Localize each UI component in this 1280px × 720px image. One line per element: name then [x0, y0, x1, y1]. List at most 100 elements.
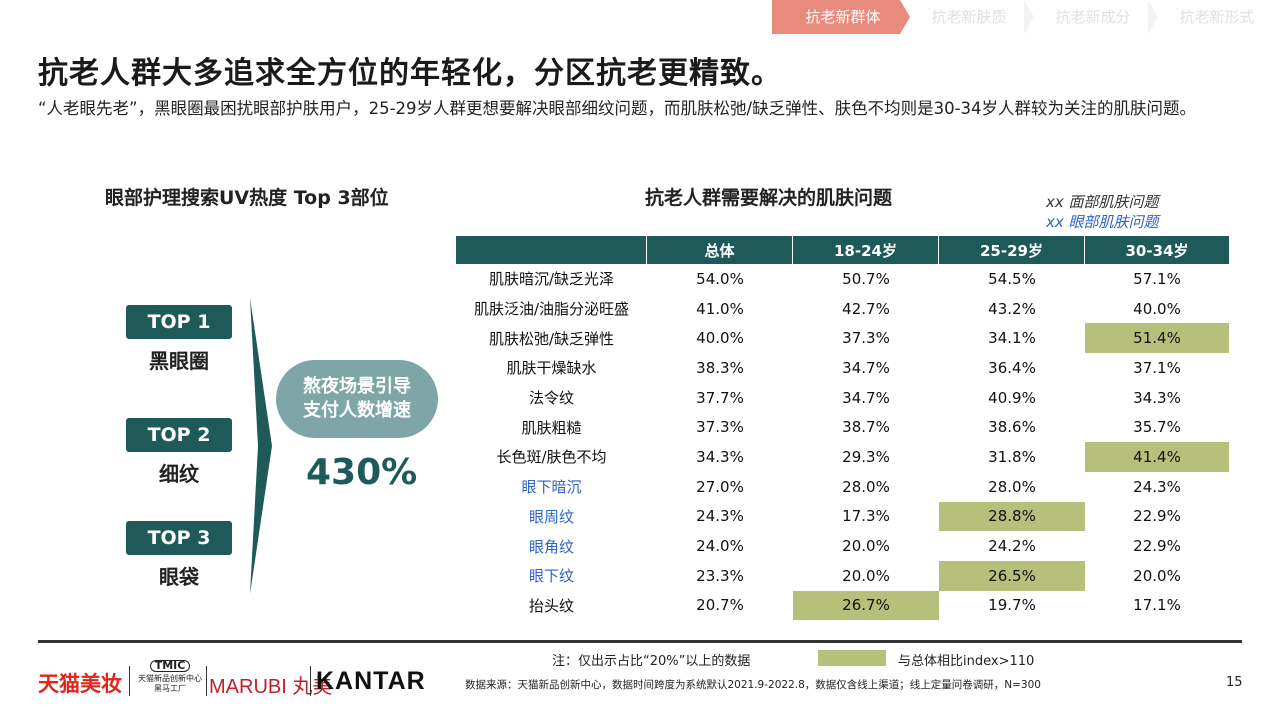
table-cell: 42.7%	[842, 299, 890, 318]
tab-label: 抗老新群体	[805, 8, 881, 26]
table-cell: 22.9%	[1133, 507, 1181, 526]
row-label: 肌肤干燥缺水	[506, 359, 597, 378]
table-cell: 34.3%	[1133, 388, 1181, 407]
table-row: 肌肤松弛/缺乏弹性 40.0% 37.3% 34.1% 51.4%	[456, 323, 1229, 354]
pill-line2: 支付人数增速	[303, 400, 411, 421]
table-cell: 28.0%	[988, 477, 1036, 496]
footer-note: 注：仅出示占比“20%”以上的数据	[552, 654, 751, 669]
logo-divider	[310, 666, 311, 696]
growth-value: 430%	[306, 452, 418, 493]
skin-issues-table: 总体 18-24岁 25-29岁 30-34岁 肌肤暗沉/缺乏光泽 54.0% 50…	[456, 236, 1229, 621]
table-cell: 20.0%	[842, 566, 890, 585]
logo-divider	[206, 666, 207, 696]
table-cell: 27.0%	[696, 477, 744, 496]
table-cell: 24.3%	[696, 507, 744, 526]
pill-line1: 熬夜场景引导	[303, 376, 411, 397]
table-cell: 54.5%	[988, 269, 1036, 288]
tmic-line1: 天猫新品创新中心	[138, 674, 202, 683]
table-cell: 57.1%	[1133, 269, 1181, 288]
table-cell: 41.4%	[1085, 442, 1229, 472]
row-label: 眼下暗沉	[521, 478, 582, 497]
header-cell-overall: 总体	[647, 236, 793, 264]
legend-eye: xx 眼部肌肤问题	[1046, 213, 1159, 231]
highlight-legend: 与总体相比index>110	[898, 654, 1035, 669]
table-cell: 24.2%	[988, 537, 1036, 556]
top3-badge: TOP 3	[126, 521, 232, 555]
table-cell: 37.7%	[696, 388, 744, 407]
logo-divider	[129, 666, 130, 696]
table-cell: 34.7%	[842, 358, 890, 377]
table-row: 肌肤暗沉/缺乏光泽 54.0% 50.7% 54.5% 57.1%	[456, 264, 1229, 294]
table-row: 眼下暗沉 27.0% 28.0% 28.0% 24.3%	[456, 472, 1229, 502]
table-cell: 24.3%	[1133, 477, 1181, 496]
table-row: 肌肤泛油/油脂分泌旺盛 41.0% 42.7% 43.2% 40.0%	[456, 294, 1229, 324]
tab-anti-aging-skin[interactable]: 抗老新肤质	[900, 0, 1034, 34]
top2-badge: TOP 2	[126, 418, 232, 452]
chevron-divider	[1148, 0, 1158, 34]
tmall-beauty-logo: 天猫美妆	[38, 672, 122, 696]
table-cell: 40.0%	[1133, 299, 1181, 318]
table-cell: 17.3%	[842, 507, 890, 526]
table-cell: 31.8%	[988, 447, 1036, 466]
table-cell: 41.0%	[696, 299, 744, 318]
table-cell: 26.5%	[939, 560, 1085, 591]
top-nav: 抗老新群体 抗老新肤质 抗老新成分 抗老新形式	[772, 0, 1272, 34]
table-cell: 36.4%	[988, 358, 1036, 377]
header-cell-25-29: 25-29岁	[939, 236, 1085, 264]
table-cell: 28.8%	[939, 501, 1085, 532]
tmic-line2: 黑马工厂	[154, 684, 186, 693]
late-night-pill: 熬夜场景引导 支付人数增速	[276, 360, 438, 438]
chevron-divider	[1024, 0, 1034, 34]
skin-issues-heading: 抗老人群需要解决的肌肤问题	[645, 187, 893, 209]
table-cell: 24.0%	[696, 537, 744, 556]
table-cell: 20.7%	[696, 596, 744, 615]
footer-divider	[38, 640, 1242, 643]
row-label: 肌肤粗糙	[521, 418, 582, 437]
table-row: 肌肤干燥缺水 38.3% 34.7% 36.4% 37.1%	[456, 353, 1229, 383]
table-cell: 43.2%	[988, 299, 1036, 318]
tab-anti-aging-ingredient[interactable]: 抗老新成分	[1024, 0, 1158, 34]
table-cell: 28.0%	[842, 477, 890, 496]
bracket-arrow-icon	[250, 298, 272, 594]
header-cell-label	[456, 236, 647, 264]
top2-block: TOP 2 细纹	[126, 418, 232, 487]
row-label: 抬头纹	[528, 596, 574, 615]
table-cell: 17.1%	[1133, 596, 1181, 615]
table-cell: 29.3%	[842, 447, 890, 466]
page-subtitle: “人老眼先老”，黑眼圈最困扰眼部护肤用户，25-29岁人群更想要解决眼部细纹问题…	[38, 99, 1197, 118]
table-cell: 51.4%	[1085, 323, 1229, 354]
header-cell-18-24: 18-24岁	[793, 236, 939, 264]
chevron-divider	[900, 0, 910, 34]
top2-label: 细纹	[159, 462, 199, 486]
table-row: 眼周纹 24.3% 17.3% 28.8% 22.9%	[456, 501, 1229, 532]
table-cell: 40.9%	[988, 388, 1036, 407]
eye-care-heading: 眼部护理搜索UV热度 Top 3部位	[105, 187, 389, 209]
tab-anti-aging-group[interactable]: 抗老新群体	[772, 0, 910, 34]
top3-label: 眼袋	[159, 565, 199, 589]
table-cell: 26.7%	[793, 590, 939, 621]
table-cell: 37.3%	[696, 418, 744, 437]
table-cell: 37.1%	[1133, 358, 1181, 377]
top3-block: TOP 3 眼袋	[126, 521, 232, 590]
table-cell: 34.7%	[842, 388, 890, 407]
table-cell: 38.7%	[842, 418, 890, 437]
table-cell: 34.1%	[988, 329, 1036, 348]
top1-badge: TOP 1	[126, 305, 232, 339]
table-cell: 40.0%	[696, 329, 744, 348]
kantar-logo: KANTAR	[316, 667, 426, 695]
table-row: 眼角纹 24.0% 20.0% 24.2% 22.9%	[456, 531, 1229, 561]
tab-anti-aging-form[interactable]: 抗老新形式	[1148, 0, 1272, 34]
table-cell: 37.3%	[842, 329, 890, 348]
table-row: 抬头纹 20.7% 26.7% 19.7% 17.1%	[456, 590, 1229, 621]
tab-label: 抗老新成分	[1055, 8, 1131, 26]
table-row: 长色斑/肤色不均 34.3% 29.3% 31.8% 41.4%	[456, 442, 1229, 472]
legend-face: xx 面部肌肤问题	[1046, 193, 1159, 211]
table-cell: 20.0%	[1133, 566, 1181, 585]
table-row: 眼下纹 23.3% 20.0% 26.5% 20.0%	[456, 560, 1229, 591]
table-cell: 38.3%	[696, 358, 744, 377]
header-cell-30-34: 30-34岁	[1085, 236, 1229, 264]
tab-label: 抗老新肤质	[931, 8, 1007, 26]
page-title: 抗老人群大多追求全方位的年轻化，分区抗老更精致。	[38, 56, 782, 91]
table-cell: 34.3%	[696, 447, 744, 466]
row-label: 法令纹	[528, 389, 574, 408]
